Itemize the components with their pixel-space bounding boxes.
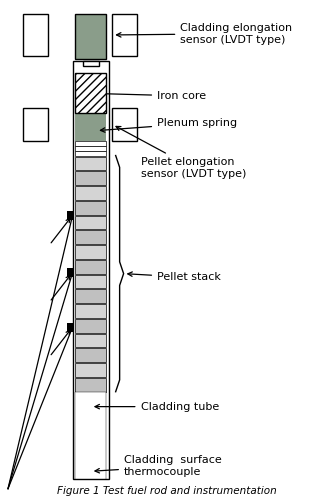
- Bar: [112, 14, 137, 56]
- Bar: [67, 322, 72, 332]
- Bar: [75, 216, 107, 230]
- Bar: [75, 74, 107, 114]
- Bar: [75, 319, 107, 332]
- Bar: [72, 61, 109, 478]
- Bar: [75, 141, 107, 146]
- Bar: [75, 378, 107, 392]
- Bar: [75, 245, 107, 259]
- Bar: [75, 186, 107, 200]
- Bar: [75, 274, 107, 288]
- Bar: [23, 14, 48, 56]
- Bar: [67, 268, 72, 277]
- Text: Pellet stack: Pellet stack: [128, 272, 221, 282]
- Bar: [75, 156, 107, 170]
- Bar: [75, 363, 107, 377]
- Bar: [75, 260, 107, 274]
- Text: Pellet elongation
sensor (LVDT type): Pellet elongation sensor (LVDT type): [116, 126, 246, 179]
- Text: Plenum spring: Plenum spring: [101, 118, 237, 132]
- Bar: [75, 290, 107, 303]
- Bar: [75, 172, 107, 185]
- Bar: [75, 151, 107, 156]
- Bar: [75, 14, 106, 59]
- Bar: [112, 108, 137, 140]
- Bar: [75, 146, 107, 150]
- Bar: [75, 392, 107, 478]
- Bar: [75, 334, 107, 347]
- Bar: [75, 230, 107, 244]
- Bar: [67, 210, 72, 220]
- Text: Cladding  surface
thermocouple: Cladding surface thermocouple: [95, 456, 222, 477]
- Text: Cladding elongation
sensor (LVDT type): Cladding elongation sensor (LVDT type): [117, 23, 292, 44]
- Bar: [75, 74, 107, 140]
- Bar: [75, 201, 107, 214]
- Bar: [23, 108, 48, 140]
- Bar: [75, 348, 107, 362]
- Text: Figure 1 Test fuel rod and instrumentation: Figure 1 Test fuel rod and instrumentati…: [57, 486, 277, 496]
- Bar: [82, 61, 99, 66]
- Bar: [75, 304, 107, 318]
- Text: Cladding tube: Cladding tube: [95, 402, 219, 411]
- Text: Iron core: Iron core: [95, 91, 206, 101]
